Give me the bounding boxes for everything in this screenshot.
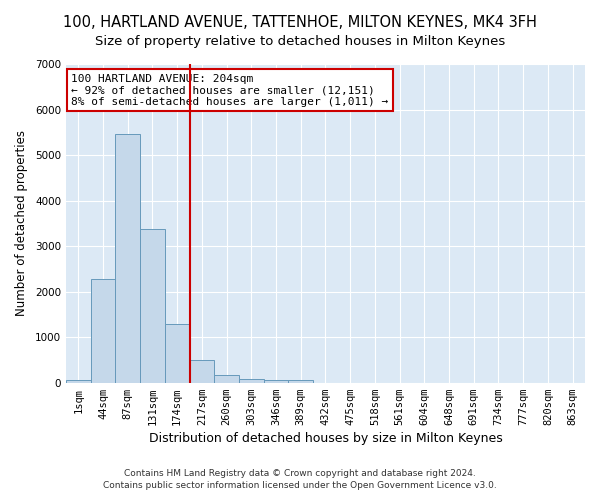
Bar <box>214 374 239 382</box>
Bar <box>91 280 115 382</box>
X-axis label: Distribution of detached houses by size in Milton Keynes: Distribution of detached houses by size … <box>149 432 502 445</box>
Text: Size of property relative to detached houses in Milton Keynes: Size of property relative to detached ho… <box>95 35 505 48</box>
Bar <box>140 229 165 382</box>
Bar <box>66 380 91 382</box>
Bar <box>115 134 140 382</box>
Text: 100 HARTLAND AVENUE: 204sqm
← 92% of detached houses are smaller (12,151)
8% of : 100 HARTLAND AVENUE: 204sqm ← 92% of det… <box>71 74 388 107</box>
Bar <box>190 360 214 382</box>
Text: Contains HM Land Registry data © Crown copyright and database right 2024.
Contai: Contains HM Land Registry data © Crown c… <box>103 468 497 490</box>
Y-axis label: Number of detached properties: Number of detached properties <box>15 130 28 316</box>
Text: 100, HARTLAND AVENUE, TATTENHOE, MILTON KEYNES, MK4 3FH: 100, HARTLAND AVENUE, TATTENHOE, MILTON … <box>63 15 537 30</box>
Bar <box>289 380 313 382</box>
Bar <box>239 378 263 382</box>
Bar <box>263 380 289 382</box>
Bar <box>165 324 190 382</box>
